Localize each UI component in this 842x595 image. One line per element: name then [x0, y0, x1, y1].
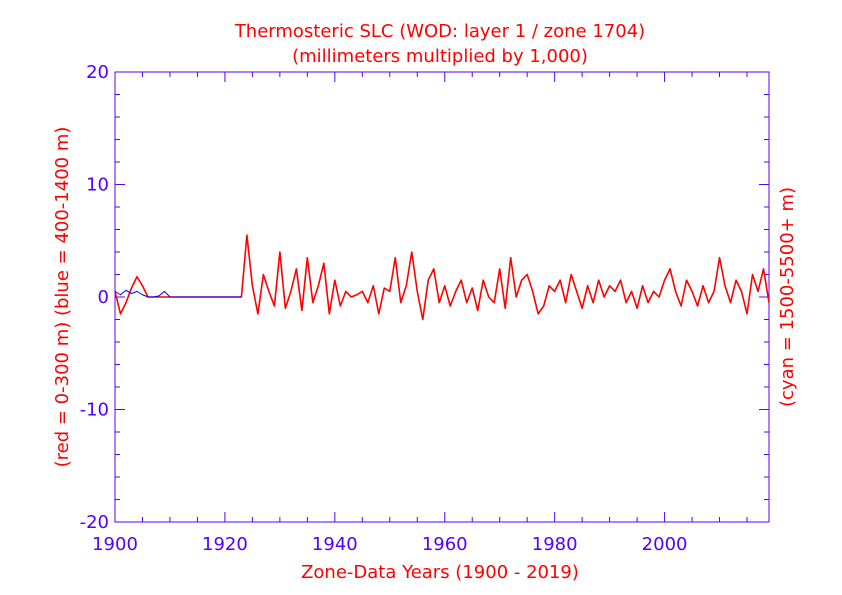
chart-title: Thermosteric SLC (WOD: layer 1 / zone 17… — [234, 21, 645, 42]
y-tick-label: 20 — [86, 62, 109, 83]
series-line-red-0-300m — [114, 234, 770, 321]
y-tick-label: 10 — [86, 175, 109, 196]
x-tick-label: 1980 — [532, 534, 578, 555]
x-tick-label: 1900 — [92, 534, 138, 555]
y-tick-label: 0 — [98, 287, 109, 308]
y-axis-label-left: (red = 0-300 m) (blue = 400-1400 m) — [52, 127, 73, 468]
x-tick-label: 2000 — [642, 534, 688, 555]
x-tick-label: 1920 — [202, 534, 248, 555]
x-tick-label: 1960 — [422, 534, 468, 555]
x-tick-label: 1940 — [312, 534, 358, 555]
series-lines — [114, 234, 770, 321]
y-tick-label: -20 — [80, 512, 109, 533]
series-line-blue-400-1400m — [114, 289, 242, 298]
axis-ticks — [114, 71, 769, 523]
x-axis-label: Zone-Data Years (1900 - 2019) — [301, 562, 579, 583]
chart-titles: Thermosteric SLC (WOD: layer 1 / zone 17… — [234, 21, 645, 67]
chart-subtitle: (millimeters multiplied by 1,000) — [292, 46, 588, 67]
y-tick-label: -10 — [80, 400, 109, 421]
axis-tick-labels: -20 -10 0 10 20 1900 1920 1940 1960 1980 2000 — [80, 62, 688, 555]
y-axis-label-right: (cyan = 1500-5500+ m) — [777, 187, 798, 407]
